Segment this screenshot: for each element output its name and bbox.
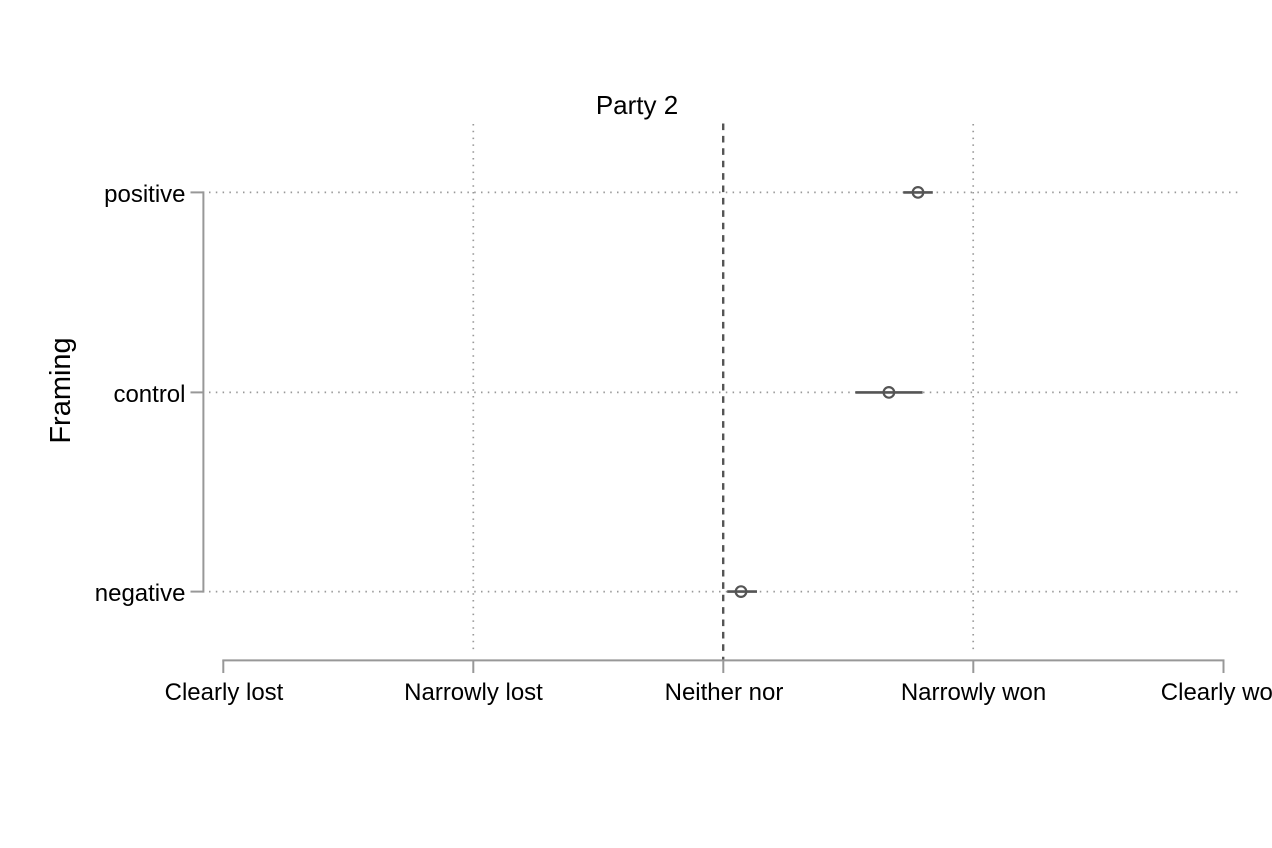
svg-text:Party 2: Party 2 (596, 90, 678, 120)
svg-text:Neither nor: Neither nor (665, 679, 784, 706)
svg-text:Clearly lost: Clearly lost (165, 679, 284, 706)
svg-text:Narrowly won: Narrowly won (901, 679, 1046, 706)
svg-text:negative: negative (95, 580, 186, 607)
svg-text:positive: positive (104, 181, 185, 208)
svg-text:Clearly won: Clearly won (1161, 679, 1272, 706)
svg-text:Narrowly lost: Narrowly lost (404, 679, 543, 706)
svg-text:Framing: Framing (45, 337, 77, 443)
svg-text:control: control (113, 381, 185, 408)
